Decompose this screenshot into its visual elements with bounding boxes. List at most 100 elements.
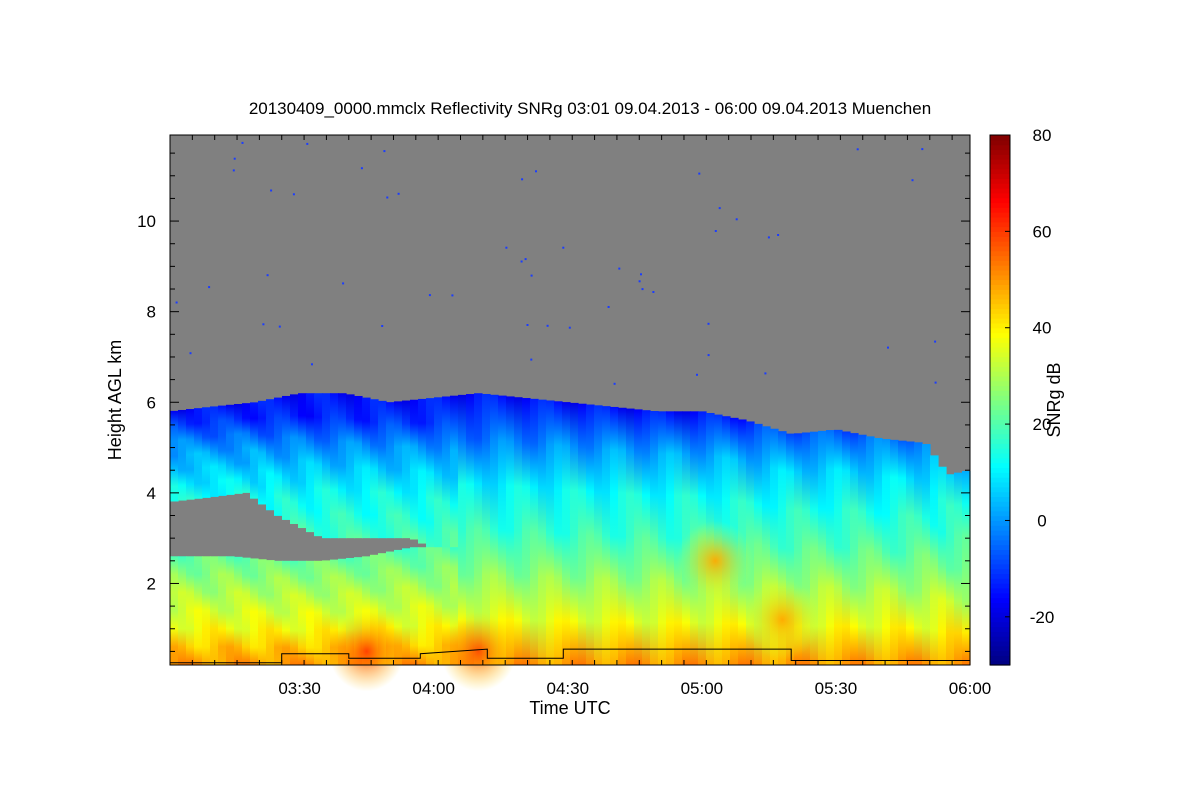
colorbar-tick-label: 0	[1037, 511, 1046, 530]
colorbar-segment	[990, 351, 1010, 358]
colorbar-segment	[990, 192, 1010, 199]
colorbar-segment	[990, 559, 1010, 565]
echo-column	[506, 396, 515, 665]
echo-column	[322, 560, 331, 665]
echo-column	[378, 400, 387, 539]
echo-column	[410, 547, 419, 665]
echo-column	[946, 474, 955, 665]
colorbar-segment	[990, 337, 1010, 343]
colorbar-segment	[990, 433, 1010, 440]
echo-column	[370, 399, 379, 539]
baseline-line	[170, 648, 970, 664]
echo-column	[266, 560, 275, 665]
colorbar-segment	[990, 640, 1010, 647]
colorbar-segment	[990, 231, 1010, 237]
noise-speckle	[911, 179, 914, 182]
echo-column	[426, 547, 435, 665]
colorbar-segment	[990, 144, 1010, 151]
echo-column	[658, 411, 667, 665]
noise-speckle	[306, 142, 309, 145]
noise-speckle	[535, 170, 537, 173]
noise-speckle	[568, 326, 571, 329]
noise-speckle	[428, 294, 431, 297]
colorbar-segment	[990, 197, 1010, 204]
colorbar-frame	[989, 134, 1011, 666]
colorbar-segment	[990, 327, 1010, 334]
echo-column	[490, 394, 499, 665]
noise-speckle	[383, 150, 386, 153]
noise-speckle	[934, 340, 937, 343]
noise-speckle	[270, 189, 273, 192]
colorbar-segment	[990, 462, 1010, 469]
colorbar-segment	[990, 544, 1010, 550]
x-tick-label: 03:30	[278, 679, 321, 698]
colorbar-segment	[990, 481, 1010, 488]
noise-speckle	[397, 192, 400, 195]
echo-column	[786, 433, 795, 665]
colorbar-segment	[990, 525, 1010, 531]
colorbar-segment	[990, 592, 1010, 599]
colorbar-segment	[990, 183, 1010, 189]
colorbar-ticks: -20 0 20 40 60 80	[1005, 126, 1054, 627]
echo-column	[378, 553, 387, 665]
echo-column	[434, 397, 443, 552]
echo-column	[258, 400, 267, 505]
echo-column	[754, 423, 763, 665]
x-tick-label: 04:00	[412, 679, 455, 698]
colorbar-segment	[990, 313, 1010, 319]
echo-column	[322, 393, 331, 539]
colorbar-segment	[990, 472, 1010, 478]
echo-column	[802, 432, 811, 665]
colorbar-segment	[990, 188, 1010, 194]
echo-column	[666, 411, 675, 665]
colorbar-segment	[990, 245, 1010, 252]
echo-column	[482, 393, 491, 665]
echo-column	[810, 431, 819, 665]
colorbar-segment	[990, 631, 1010, 637]
colorbar-segment	[990, 583, 1010, 589]
noise-speckle	[718, 207, 721, 210]
echo-column	[242, 403, 251, 493]
colorbar-segment	[990, 265, 1010, 271]
echo-column	[602, 406, 611, 665]
noise-speckle	[520, 260, 523, 263]
noise-speckle	[856, 148, 859, 151]
noise-speckle	[613, 382, 616, 385]
echo-column	[866, 436, 875, 665]
echo-column	[178, 556, 187, 665]
colorbar-tick-label: 40	[1033, 319, 1052, 338]
noise-speckle	[292, 193, 295, 196]
fallstreak-maximum	[328, 611, 405, 692]
echo-column	[218, 405, 227, 496]
colorbar-segment	[990, 216, 1010, 223]
echo-column	[594, 405, 603, 665]
noise-speckle	[524, 258, 527, 261]
colorbar-segment	[990, 371, 1010, 377]
echo-column	[250, 558, 259, 665]
echo-column	[634, 409, 643, 665]
colorbar-segment	[990, 424, 1010, 430]
noise-speckle	[707, 322, 710, 325]
y-axis-title: Height AGL km	[105, 340, 125, 460]
echo-column	[938, 466, 947, 665]
echo-column	[386, 551, 395, 665]
colorbar-segment	[990, 626, 1010, 632]
echo-column	[778, 431, 787, 665]
echo-column	[794, 433, 803, 665]
colorbar-segment	[990, 322, 1010, 329]
colorbar-segment	[990, 173, 1010, 179]
echo-column	[354, 557, 363, 665]
echo-column	[330, 393, 339, 539]
echo-column	[442, 547, 451, 665]
colorbar-segment	[990, 539, 1010, 546]
echo-column	[306, 560, 315, 665]
x-tick-label: 05:00	[681, 679, 724, 698]
echo-column	[882, 439, 891, 665]
echo-column	[514, 397, 523, 665]
echo-column	[962, 471, 971, 665]
echo-column	[746, 421, 755, 665]
colorbar-segment	[990, 159, 1010, 165]
colorbar-segment	[990, 448, 1010, 454]
noise-speckle	[921, 148, 924, 151]
